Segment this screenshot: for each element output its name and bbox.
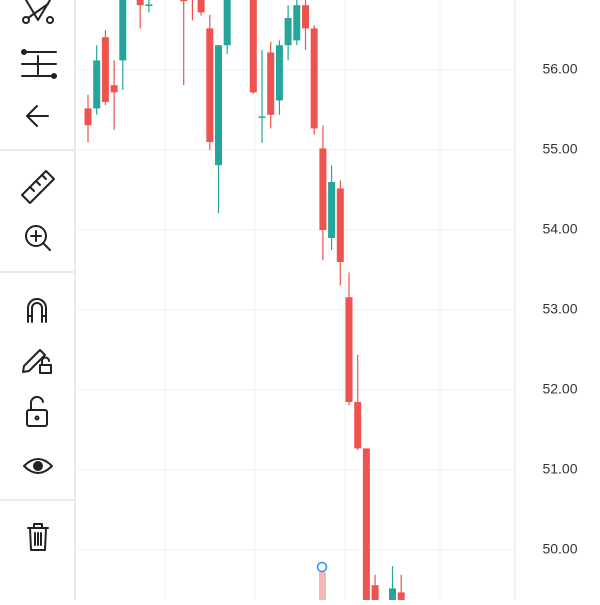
delete-tool[interactable] (27, 523, 49, 551)
candle-body (84, 108, 92, 126)
candle-body (354, 402, 362, 449)
candle-body (267, 52, 275, 115)
candle-body (136, 0, 144, 6)
candle-body (223, 0, 231, 46)
y-tick-label: 54.00 (542, 221, 577, 237)
candle-body (328, 182, 336, 238)
pattern-tool[interactable] (22, 0, 54, 24)
grid (78, 69, 515, 551)
candle-body (180, 0, 188, 2)
candle-body (336, 188, 344, 262)
candle-body (215, 45, 222, 166)
y-tick-label: 50.00 (542, 541, 577, 557)
y-tick-label: 56.00 (542, 61, 577, 77)
vertical-grid (164, 0, 441, 600)
candle-body (389, 588, 396, 605)
y-tick-label: 55.00 (542, 141, 577, 157)
alert-marker (316, 561, 328, 573)
y-tick-label: 53.00 (542, 301, 577, 317)
lock-drawings[interactable] (22, 349, 52, 374)
y-tick-label: 51.00 (542, 461, 577, 477)
candle-body (371, 585, 379, 605)
ruler-tool[interactable] (21, 170, 55, 204)
candle-body (93, 60, 101, 109)
candle-body (302, 5, 309, 29)
candle-body (119, 0, 127, 61)
candle-body (275, 45, 283, 101)
toolbar (0, 0, 76, 600)
lock-tool[interactable] (26, 395, 48, 427)
y-tick-label: 52.00 (542, 381, 577, 397)
candle-body (293, 5, 301, 41)
marker-stem (319, 572, 326, 600)
candle-body (197, 0, 205, 13)
magnet-tool[interactable] (27, 298, 47, 323)
candle-body (319, 148, 327, 230)
candle-body (362, 448, 370, 605)
candle-body (284, 18, 292, 46)
candle-body (101, 37, 109, 103)
candle-body (249, 0, 257, 93)
visibility-tool[interactable] (23, 458, 53, 474)
candle-body (110, 85, 118, 93)
candle-body (258, 116, 266, 118)
candle-body (310, 28, 318, 129)
hide-toolbar[interactable] (26, 105, 49, 127)
candle-body (206, 28, 214, 142)
candle-body (397, 592, 405, 605)
candle-body (145, 4, 153, 6)
zoom-tool[interactable] (25, 225, 51, 251)
measure-tool[interactable] (21, 49, 57, 79)
candle-body (345, 297, 353, 402)
